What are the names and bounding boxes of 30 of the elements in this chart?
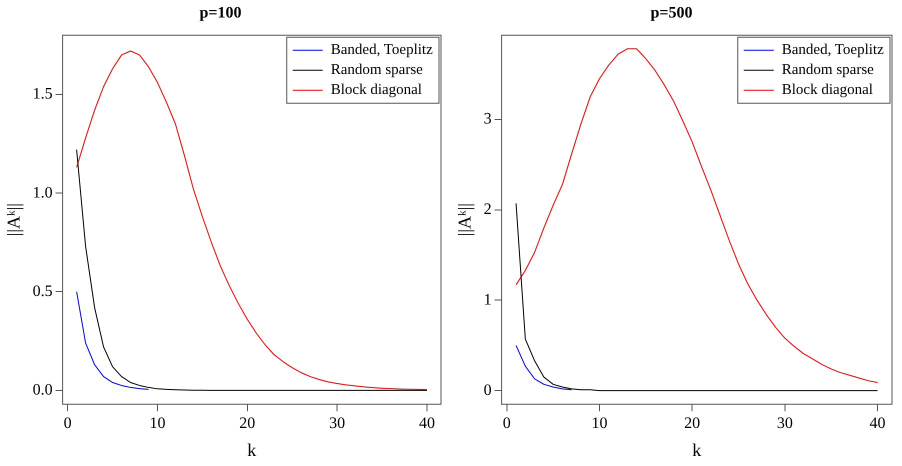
x-tick-label: 10 bbox=[591, 415, 608, 432]
y-tick-label: 0.0 bbox=[32, 382, 53, 399]
x-tick-label: 30 bbox=[776, 415, 793, 432]
x-axis-title: k bbox=[247, 440, 256, 460]
x-tick-label: 30 bbox=[329, 415, 346, 432]
legend-label: Block diagonal bbox=[782, 82, 873, 98]
chart-title: p=100 bbox=[199, 4, 242, 22]
y-axis-title: ||Aᵏ|| bbox=[454, 203, 475, 236]
y-tick-label: 0.5 bbox=[32, 282, 53, 300]
x-tick-label: 40 bbox=[870, 415, 886, 432]
y-axis-title: ||Aᵏ|| bbox=[4, 203, 24, 236]
legend-label: Random sparse bbox=[782, 62, 874, 78]
x-tick-label: 0 bbox=[64, 415, 72, 432]
legend-label: Banded, Toeplitz bbox=[330, 42, 434, 58]
chart-title: p=500 bbox=[650, 4, 693, 22]
x-tick-label: 20 bbox=[684, 415, 700, 432]
y-tick-label: 1 bbox=[484, 291, 492, 308]
legend-label: Random sparse bbox=[330, 62, 424, 78]
y-tick-label: 3 bbox=[484, 110, 492, 128]
legend-label: Block diagonal bbox=[330, 82, 422, 98]
y-tick-label: 1.0 bbox=[32, 184, 53, 202]
y-tick-label: 0 bbox=[484, 382, 492, 399]
x-tick-label: 10 bbox=[149, 415, 166, 432]
y-tick-label: 2 bbox=[484, 200, 492, 218]
x-tick-label: 0 bbox=[502, 415, 511, 432]
x-axis-title: k bbox=[692, 440, 702, 460]
legend-label: Banded, Toeplitz bbox=[782, 42, 884, 58]
y-tick-label: 1.5 bbox=[32, 86, 53, 103]
x-tick-label: 20 bbox=[239, 415, 256, 432]
x-tick-label: 40 bbox=[418, 415, 435, 432]
